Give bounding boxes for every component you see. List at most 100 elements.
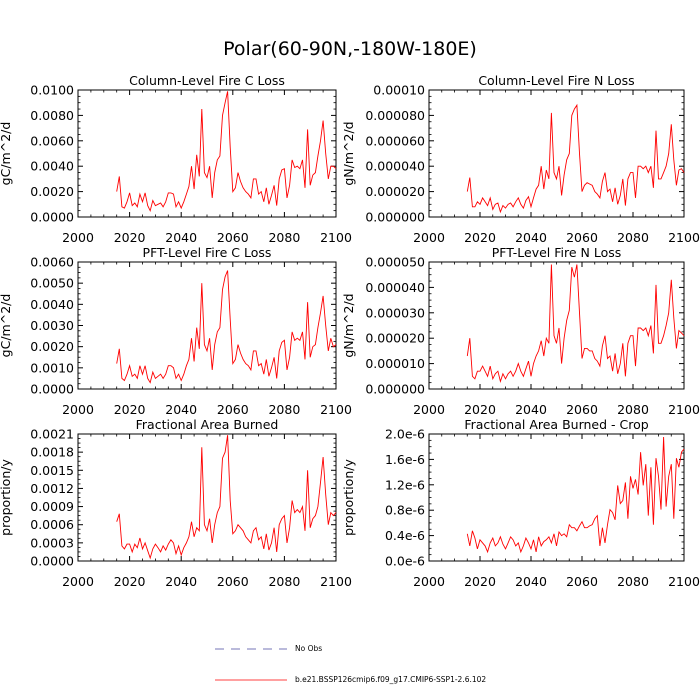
x-tick-label: 2000 [413,230,445,245]
x-tick-label: 2020 [464,230,496,245]
x-tick-label: 2020 [114,574,146,589]
x-tick-label: 2040 [515,230,547,245]
y-tick-label: 0.000040 [365,280,425,295]
x-tick-label: 2020 [464,574,496,589]
panel-title: Column-Level Fire C Loss [129,73,285,88]
x-tick-label: 2000 [413,574,445,589]
panel-title: PFT-Level Fire C Loss [143,245,272,260]
x-tick-label: 2080 [268,402,300,417]
x-tick-label: 2060 [566,574,598,589]
chart-panel-2: 2000 2020 2040 2060 2080 2100 0.0000 0.0010 0.00… [0,245,352,417]
y-tick-label: 1.6e-6 [385,452,425,467]
panel-title: PFT-Level Fire N Loss [492,245,622,260]
x-tick-label: 2080 [617,230,649,245]
x-tick-label: 2060 [217,230,249,245]
y-tick-label: 0.000060 [365,133,425,148]
x-tick-label: 2060 [566,230,598,245]
x-tick-label: 2000 [62,574,94,589]
y-axis-label: proportion/y [0,459,13,536]
y-tick-label: 0.0060 [30,133,74,148]
x-tick-label: 2100 [320,574,352,589]
x-tick-label: 2020 [114,230,146,245]
x-tick-label: 2080 [617,402,649,417]
y-tick-label: 0.0040 [30,159,74,174]
chart-panel-4: 2000 2020 2040 2060 2080 2100 0.0000 0.0003 0.00… [0,417,352,589]
y-tick-label: 0.000020 [365,331,425,346]
chart-panel-3: 2000 2020 2040 2060 2080 2100 0.000000 0.000010… [341,245,700,417]
chart-panel-0: 2000 2020 2040 2060 2080 2100 0.0000 0.0020 0.00… [0,73,352,245]
x-tick-label: 2060 [217,574,249,589]
panel-title: Column-Level Fire N Loss [478,73,634,88]
y-tick-label: 0.0003 [30,535,74,550]
y-tick-label: 0.000040 [365,159,425,174]
series-line [466,436,685,554]
y-tick-label: 0.0006 [30,517,74,532]
x-tick-label: 2080 [617,574,649,589]
main-title: Polar(60-90N,-180W-180E) [223,38,477,60]
y-axis-label: gC/m^2/d [0,294,13,358]
panel-title: Fractional Area Burned - Crop [464,417,648,432]
x-tick-label: 2100 [320,230,352,245]
y-tick-label: 0.000010 [365,356,425,371]
y-tick-label: 1.2e-6 [385,477,425,492]
y-tick-label: 0.0020 [30,339,74,354]
y-tick-label: 0.00010 [373,83,425,98]
y-tick-label: 0.0009 [30,499,74,514]
x-tick-label: 2040 [165,230,197,245]
y-tick-label: 0.0080 [30,108,74,123]
y-axis-label: gC/m^2/d [0,122,13,186]
y-tick-label: 0.0100 [30,83,74,98]
series-line [466,264,685,384]
x-tick-label: 2000 [413,402,445,417]
y-tick-label: 0.0000 [30,382,74,397]
y-tick-label: 0.000030 [365,305,425,320]
panel-title: Fractional Area Burned [136,417,279,432]
chart-panel-1: 2000 2020 2040 2060 2080 2100 0.000000 0.000020… [341,73,700,245]
y-tick-label: 0.0018 [30,445,74,460]
chart-panel-5: 2000 2020 2040 2060 2080 2100 0.0e-6 0.4e-6 0.8e… [341,417,700,589]
y-axis-label: gN/m^2/d [341,293,356,357]
y-tick-label: 0.000000 [365,210,425,225]
y-tick-label: 0.0012 [30,481,74,496]
x-tick-label: 2100 [668,574,700,589]
y-tick-label: 0.0021 [30,427,74,442]
y-tick-label: 0.0040 [30,297,74,312]
y-tick-label: 2.0e-6 [385,427,425,442]
y-tick-label: 0.000000 [365,382,425,397]
series-line [116,270,337,384]
x-tick-label: 2040 [515,402,547,417]
y-tick-label: 0.000050 [365,255,425,270]
x-tick-label: 2020 [114,402,146,417]
x-tick-label: 2020 [464,402,496,417]
x-tick-label: 2040 [165,402,197,417]
y-tick-label: 0.0020 [30,184,74,199]
x-tick-label: 2100 [668,402,700,417]
y-tick-label: 0.000020 [365,184,425,199]
y-tick-label: 0.0060 [30,255,74,270]
y-tick-label: 0.0010 [30,360,74,375]
y-tick-label: 0.000080 [365,108,425,123]
x-tick-label: 2080 [268,230,300,245]
y-tick-label: 0.0050 [30,276,74,291]
legend-label-no-obs: No Obs [295,644,323,653]
x-tick-label: 2080 [268,574,300,589]
y-axis-label: proportion/y [341,459,356,536]
y-tick-label: 0.0015 [30,463,74,478]
x-tick-label: 2100 [320,402,352,417]
series-line [116,91,337,212]
legend-label-model: b.e21.BSSP126cmip6.f09_g17.CMIP6-SSP1-2.… [295,675,487,684]
x-tick-label: 2060 [566,402,598,417]
y-axis-label: gN/m^2/d [341,121,356,185]
y-tick-label: 0.0e-6 [385,554,425,569]
y-tick-label: 0.0000 [30,210,74,225]
x-tick-label: 2100 [668,230,700,245]
y-tick-label: 0.4e-6 [385,528,425,543]
x-tick-label: 2000 [62,402,94,417]
y-tick-label: 0.0000 [30,554,74,569]
y-tick-label: 0.0030 [30,318,74,333]
series-line [116,435,337,560]
x-tick-label: 2040 [515,574,547,589]
